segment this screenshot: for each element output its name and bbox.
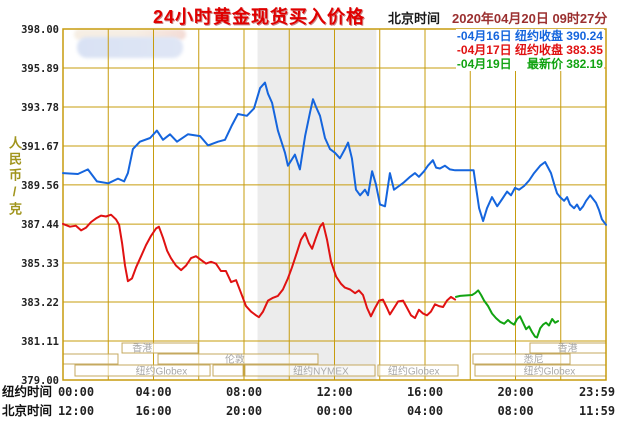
price-line-04月19日 (455, 289, 559, 339)
x-tick-label: 12:00 (316, 385, 352, 399)
y-tick-label: 383.22 (21, 297, 59, 309)
x-tick-label: 04:00 (135, 385, 171, 399)
session-box (377, 364, 459, 377)
x-tick-label: 08:00 (497, 404, 533, 418)
session-box (74, 364, 211, 377)
legend-item: -04月17日 纽约收盘 383.35 (455, 43, 604, 57)
session-box (472, 353, 571, 365)
session-box (121, 342, 199, 354)
session-box (212, 364, 244, 377)
y-axis-unit-label: 人民币/克 (7, 136, 22, 218)
x-tick-label: 00:00 (58, 385, 94, 399)
y-tick-label: 395.89 (21, 63, 59, 75)
session-box (244, 364, 376, 377)
session-label: 纽约Globex (388, 365, 440, 378)
beijing-time-label: 北京时间 (388, 11, 441, 26)
x-tick-label: 20:00 (226, 404, 262, 418)
y-tick-label: 391.67 (21, 141, 59, 153)
plot-border (62, 28, 607, 381)
session-box (157, 353, 319, 365)
x-tick-label: 12:00 (58, 404, 94, 418)
y-tick-label: 381.11 (21, 336, 59, 348)
session-label: 香港 (132, 343, 152, 355)
session-label: 纽约Globex (136, 365, 188, 378)
x-tick-label: 16:00 (135, 404, 171, 418)
x-axis-row2-label: 北京时间 (2, 403, 52, 418)
y-tick-label: 379.00 (21, 375, 59, 387)
page-title: 24小时黄金现货买入价格 (153, 7, 366, 27)
x-tick-label: 04:00 (407, 404, 443, 418)
y-tick-label: 393.78 (21, 102, 59, 114)
x-tick-label: 20:00 (497, 385, 533, 399)
session-label: 纽约NYMEX (293, 365, 349, 378)
x-tick-label: 11:59 (579, 404, 615, 418)
y-tick-label: 389.56 (21, 180, 59, 192)
legend-item: -04月16日 纽约收盘 390.24 (455, 29, 604, 43)
session-label: 纽约Globex (524, 365, 576, 378)
x-tick-label: 23:59 (579, 385, 615, 399)
x-axis-row1-label: 纽约时间 (2, 384, 52, 399)
session-box (62, 353, 119, 365)
y-tick-label: 387.44 (21, 219, 59, 231)
price-line-04月16日 (62, 81, 607, 226)
session-label: 伦敦 (225, 353, 245, 366)
y-tick-label: 385.33 (21, 258, 59, 270)
price-line-04月17日 (62, 213, 457, 320)
blurred-watermark-top (74, 29, 186, 40)
y-tick-label: 398.00 (21, 24, 59, 36)
session-label: 香港 (558, 343, 578, 355)
session-label: 悉尼 (524, 354, 544, 366)
x-tick-label: 00:00 (316, 404, 352, 418)
blurred-watermark (77, 37, 183, 58)
legend-item: -04月19日 最新价 382.19 (455, 57, 604, 71)
current-datetime: 2020年04月20日 09时27分 (452, 11, 608, 26)
legend: -04月16日 纽约收盘 390.24 -04月17日 纽约收盘 383.35 -0… (455, 29, 604, 71)
x-tick-label: 16:00 (407, 385, 443, 399)
shaded-band (257, 29, 377, 380)
x-tick-label: 08:00 (226, 385, 262, 399)
